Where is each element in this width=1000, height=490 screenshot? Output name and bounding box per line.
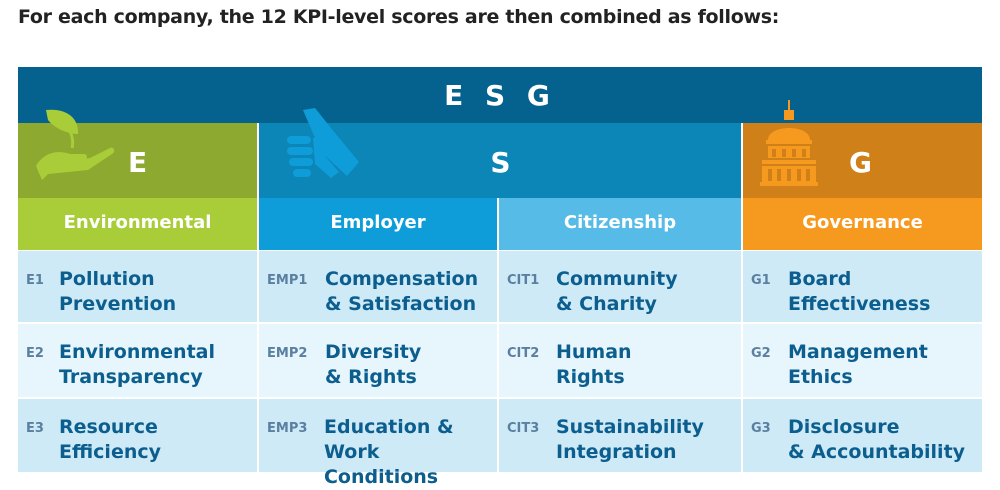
kpi-cell: E3 Resource Efficiency (18, 399, 257, 472)
kpi-code: G1 (751, 273, 771, 288)
kpi-code: G2 (751, 346, 771, 361)
kpi-code: CIT2 (507, 346, 540, 361)
kpi-cell: EMP1 Compensation & Satisfaction (259, 251, 497, 322)
subheader-citizenship: Citizenship (499, 198, 741, 250)
category-letter: S (490, 146, 511, 179)
kpi-code: EMP3 (267, 421, 308, 436)
kpi-name: Management Ethics (788, 341, 928, 388)
kpi-code: CIT3 (507, 421, 540, 436)
kpi-cell: EMP2 Diversity & Rights (259, 324, 497, 397)
subheader-environmental: Environmental (18, 198, 257, 250)
esg-header: E S G (18, 67, 982, 123)
kpi-code: CIT1 (507, 273, 540, 288)
kpi-name: Board Effectiveness (788, 268, 931, 315)
kpi-name: Sustainability Integration (556, 416, 704, 463)
kpi-name: Resource Efficiency (59, 416, 162, 463)
divider (497, 198, 499, 473)
kpi-name: Community & Charity (556, 268, 678, 315)
category-letter: G (849, 146, 872, 179)
kpi-name: Disclosure & Accountability (788, 416, 966, 463)
divider (741, 123, 743, 473)
category-letter: E (128, 146, 148, 179)
kpi-name: Education & Work Conditions (323, 416, 454, 488)
kpi-code: E2 (26, 346, 44, 361)
kpi-code: EMP1 (267, 273, 308, 288)
kpi-cell: G1 Board Effectiveness (743, 251, 982, 322)
leaf-hand-icon (36, 109, 115, 180)
kpi-cell: CIT2 Human Rights (499, 324, 741, 397)
kpi-name: Environmental Transparency (59, 341, 215, 388)
subheader-employer: Employer (259, 198, 497, 250)
kpi-cell: EMP3 Education & Work Conditions (259, 399, 497, 488)
intro-text: For each company, the 12 KPI-level score… (18, 6, 780, 28)
kpi-name: Human Rights (556, 341, 632, 388)
divider (257, 123, 259, 473)
kpi-cell: E1 Pollution Prevention (18, 251, 257, 322)
kpi-code: EMP2 (267, 346, 308, 361)
subheader-governance: Governance (743, 198, 982, 250)
kpi-cell: G2 Management Ethics (743, 324, 982, 397)
kpi-cell: E2 Environmental Transparency (18, 324, 257, 397)
kpi-name: Pollution Prevention (59, 268, 177, 315)
handshake-icon (287, 108, 359, 178)
kpi-name: Diversity & Rights (325, 341, 422, 388)
capitol-building-icon (760, 100, 818, 186)
kpi-name: Compensation & Satisfaction (325, 268, 479, 315)
kpi-cell: G3 Disclosure & Accountability (743, 399, 982, 472)
kpi-cell: CIT1 Community & Charity (499, 251, 741, 322)
kpi-code: E1 (26, 273, 44, 288)
kpi-code: G3 (751, 421, 771, 436)
kpi-cell: CIT3 Sustainability Integration (499, 399, 741, 472)
kpi-code: E3 (26, 421, 44, 436)
